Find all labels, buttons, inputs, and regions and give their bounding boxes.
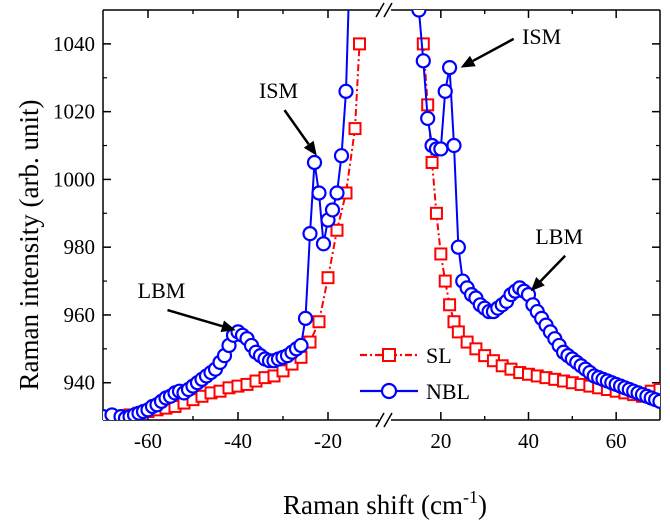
annotation-arrow-shaft — [167, 308, 223, 328]
series-nbl-left — [103, 10, 354, 420]
x-tick-label-right: 20 — [430, 429, 451, 453]
data-point-sl — [429, 206, 443, 220]
data-point-nbl — [333, 148, 350, 164]
data-point-sl — [276, 364, 290, 378]
annotation-label-ism: ISM — [259, 78, 298, 103]
data-point-nbl — [437, 83, 453, 99]
axis-break-mark-bottom-1 — [375, 412, 385, 428]
data-point-sl — [353, 37, 366, 51]
annotation-arrow-head — [460, 55, 476, 68]
annotation-arrow-head — [220, 320, 236, 332]
x-axis-label-superscript: -1 — [463, 487, 478, 507]
y-tick-label: 940 — [64, 371, 96, 395]
data-point-sl — [321, 271, 335, 285]
data-point-nbl — [338, 83, 354, 99]
data-point-nbl — [315, 236, 332, 252]
data-point-sl — [348, 122, 362, 136]
y-axis-label: Raman intensity (arb. unit) — [14, 100, 44, 391]
axis-break-mark-top-2 — [383, 2, 393, 18]
x-axis-label: Raman shift (cm-1) — [283, 487, 487, 520]
data-point-nbl — [433, 141, 449, 157]
data-point-nbl — [450, 239, 466, 255]
data-point-nbl — [652, 393, 660, 409]
x-tick-label-right: 40 — [518, 429, 539, 453]
x-tick-label-left: -20 — [314, 429, 342, 453]
annotation-arrow-head — [303, 140, 317, 156]
data-point-sl — [438, 274, 452, 288]
series-layer — [103, 10, 660, 420]
legend: SL NBL — [360, 343, 470, 404]
annotation-arrow-shaft — [539, 254, 567, 283]
annotation-layer: ISM LBM ISM LBM — [138, 24, 583, 332]
y-tick-label: 1000 — [53, 167, 95, 191]
y-tick-label: 1020 — [53, 100, 95, 124]
data-point-nbl — [324, 202, 341, 218]
annotation-label-ism: ISM — [522, 24, 561, 49]
data-point-nbl — [306, 154, 323, 171]
series-sl-left — [105, 37, 366, 420]
x-tick-label-right: 60 — [606, 429, 627, 453]
legend-label-sl: SL — [426, 343, 452, 368]
annotation-arrow-shaft — [472, 37, 515, 63]
data-point-nbl — [415, 53, 431, 69]
x-tick-label-left: -60 — [134, 429, 162, 453]
annotation-label-lbm: LBM — [138, 278, 186, 303]
y-tick-label: 1040 — [53, 32, 95, 56]
data-point-nbl — [311, 185, 327, 201]
axis-break-mark-bottom-2 — [383, 412, 393, 428]
x-tick-label-left: -40 — [224, 429, 252, 453]
data-point-sl — [443, 298, 457, 312]
legend-marker-sl — [382, 348, 396, 362]
data-point-nbl — [411, 10, 427, 18]
data-point-nbl — [446, 137, 462, 154]
x-axis-label-close: ) — [478, 490, 487, 520]
data-point-sl — [416, 37, 430, 51]
data-point-nbl — [302, 226, 318, 242]
y-tick-label: 960 — [64, 303, 96, 327]
annotation-label-lbm: LBM — [535, 224, 583, 249]
data-point-nbl — [329, 185, 345, 201]
data-point-sl — [451, 325, 465, 339]
data-point-sl — [425, 155, 439, 169]
annotation-arrow-head — [530, 277, 545, 292]
x-axis-label-main: Raman shift (cm — [283, 490, 463, 520]
data-point-sl — [312, 315, 326, 329]
legend-marker-nbl — [380, 382, 398, 400]
legend-label-nbl: NBL — [426, 379, 470, 404]
data-point-sl — [469, 342, 483, 356]
data-point-sl — [460, 335, 474, 349]
data-point-sl — [653, 383, 660, 397]
data-point-nbl — [293, 337, 309, 354]
series-nbl-right — [411, 10, 660, 409]
data-point-nbl — [420, 110, 436, 127]
data-point-nbl — [442, 60, 458, 76]
y-tick-label: 980 — [64, 235, 96, 259]
data-point-sl — [330, 223, 344, 237]
annotation-arrow-shaft — [283, 109, 310, 145]
data-point-nbl — [297, 310, 314, 326]
axis-break-mark-top-1 — [375, 2, 385, 18]
axes-layer: 940 960 980 1000 1020 1040 -60 -40 -20 20 40 60 — [53, 2, 661, 453]
data-point-sl — [434, 247, 448, 261]
